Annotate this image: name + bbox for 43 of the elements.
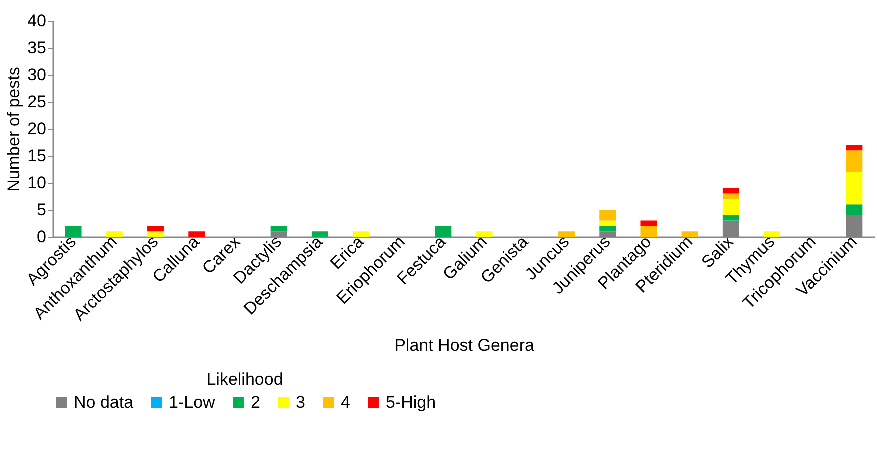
- legend-label: 1-Low: [169, 392, 216, 412]
- y-tick-label: 20: [28, 120, 46, 138]
- bar: [640, 220, 658, 226]
- bar: [846, 150, 863, 172]
- y-tick-label: 40: [28, 12, 46, 30]
- legend-label: 2: [251, 392, 260, 412]
- bar: [722, 194, 740, 200]
- bar: [600, 220, 616, 226]
- y-tick-label: 25: [28, 92, 46, 112]
- bar: [846, 172, 863, 205]
- bar: [65, 226, 82, 237]
- bar: [148, 226, 164, 232]
- bar: [435, 226, 452, 237]
- bar: [846, 204, 863, 216]
- legend-label: 3: [296, 392, 306, 412]
- bar: [148, 232, 164, 237]
- bar: [640, 226, 658, 237]
- bar: [722, 215, 740, 221]
- bar: [600, 210, 616, 221]
- x-axis-title: Plant Host Genera: [394, 336, 535, 355]
- y-tick-label: 35: [28, 38, 46, 58]
- legend-label: No data: [74, 392, 134, 412]
- bar: [106, 232, 123, 237]
- bar: [270, 226, 288, 232]
- bar: [353, 232, 370, 237]
- legend-label: 4: [341, 392, 350, 412]
- y-tick-label: 5: [37, 200, 46, 220]
- bar: [558, 232, 575, 237]
- bar: [722, 188, 740, 194]
- bar: [600, 226, 616, 232]
- bar: [188, 232, 206, 237]
- y-tick-label: 30: [28, 66, 46, 84]
- bar: [682, 232, 698, 237]
- y-tick-label: 10: [28, 174, 46, 192]
- bar: [722, 199, 740, 216]
- bar: [312, 232, 328, 237]
- y-tick-label: 15: [28, 146, 46, 166]
- legend-label: 5-High: [386, 392, 436, 412]
- bar: [764, 232, 780, 237]
- bar: [846, 145, 863, 151]
- y-axis-title: Number of pests: [4, 67, 24, 192]
- legend-title: Likelihood: [206, 370, 284, 389]
- bar: [476, 232, 493, 237]
